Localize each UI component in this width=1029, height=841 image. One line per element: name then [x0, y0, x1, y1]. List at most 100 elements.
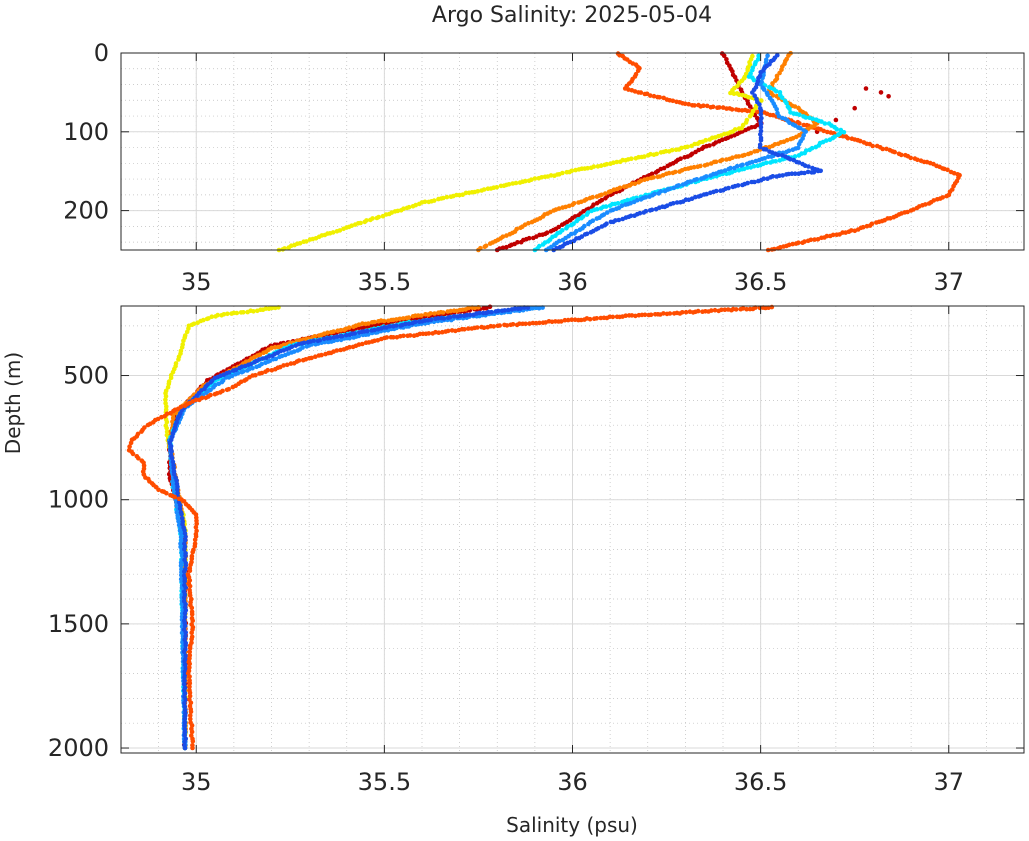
data-point — [479, 324, 484, 330]
data-point — [423, 312, 428, 317]
data-point — [595, 164, 601, 169]
data-point — [176, 357, 181, 362]
data-point — [163, 397, 168, 403]
data-point — [534, 305, 539, 311]
data-point — [498, 183, 504, 189]
data-point — [670, 170, 676, 176]
data-point — [774, 174, 779, 179]
data-point — [189, 630, 194, 636]
data-point — [526, 178, 532, 184]
data-point — [765, 92, 770, 98]
data-point — [182, 716, 188, 722]
data-point — [426, 199, 432, 205]
data-point — [787, 106, 792, 111]
data-point — [796, 160, 802, 165]
data-point — [777, 158, 783, 163]
x-axis-label: Salinity (psu) — [506, 813, 638, 837]
data-point — [807, 147, 812, 153]
upper-panel: 35 35.5 36 36.5 37 0 100 200 — [63, 39, 1025, 296]
data-point — [209, 314, 215, 320]
data-point — [736, 126, 742, 131]
data-point — [664, 311, 670, 317]
data-point — [536, 176, 542, 181]
data-point — [775, 152, 781, 158]
data-point — [368, 217, 373, 223]
data-point — [183, 642, 188, 648]
data-point — [651, 152, 657, 157]
data-point — [321, 336, 327, 342]
data-point — [276, 344, 281, 350]
data-point — [257, 371, 262, 376]
data-point — [432, 311, 437, 316]
data-point — [277, 354, 282, 360]
data-point — [369, 328, 375, 333]
data-point — [763, 147, 769, 152]
data-point — [127, 444, 132, 449]
data-point — [401, 316, 406, 321]
lower-panel: 35 35.5 36 36.5 37 500 1000 1500 2000 — [48, 304, 1025, 796]
data-point — [776, 114, 782, 119]
data-point — [569, 317, 574, 323]
data-point — [193, 524, 199, 530]
data-point — [779, 95, 785, 100]
data-point — [216, 381, 222, 387]
data-point — [632, 213, 637, 218]
data-point — [130, 451, 136, 457]
series-orange — [476, 50, 820, 253]
data-point — [787, 157, 793, 162]
data-point — [376, 319, 381, 324]
x-tick-label: 35.5 — [358, 268, 411, 296]
data-point — [482, 244, 488, 249]
data-point — [608, 219, 614, 225]
data-point — [177, 506, 183, 512]
data-point — [178, 563, 184, 568]
data-point — [182, 745, 188, 751]
data-point — [182, 659, 187, 664]
data-point — [926, 201, 932, 206]
data-point — [752, 149, 757, 154]
data-point — [315, 338, 321, 344]
data-point — [884, 146, 889, 152]
data-point — [203, 395, 209, 401]
x-tick-label: 35.5 — [358, 768, 411, 796]
data-point — [756, 53, 761, 59]
data-point — [569, 222, 574, 228]
data-point — [219, 313, 224, 318]
data-point — [845, 135, 851, 141]
data-point — [636, 180, 642, 185]
data-point — [815, 237, 821, 242]
data-point — [295, 348, 300, 353]
data-point — [870, 143, 875, 149]
data-point — [588, 230, 594, 235]
data-point — [718, 158, 723, 164]
data-point — [560, 237, 566, 243]
data-point — [461, 313, 467, 319]
x-tick-label: 36 — [557, 268, 588, 296]
data-point — [822, 121, 828, 126]
data-point — [607, 203, 613, 208]
data-point — [204, 390, 209, 396]
data-point — [213, 314, 218, 319]
data-point — [623, 202, 628, 207]
x-tick-label: 37 — [933, 768, 964, 796]
data-point — [260, 356, 266, 361]
data-point — [747, 114, 753, 119]
data-point — [398, 323, 403, 328]
data-point — [806, 164, 811, 169]
data-point — [702, 163, 708, 168]
data-point — [179, 512, 184, 517]
data-point — [531, 235, 536, 241]
data-point — [190, 549, 195, 555]
data-point — [908, 208, 914, 213]
data-point — [350, 344, 356, 350]
x-tick-label: 37 — [933, 268, 964, 296]
data-point — [237, 365, 242, 371]
data-point — [410, 320, 415, 326]
data-point — [182, 569, 187, 574]
data-point — [796, 141, 802, 147]
data-point — [646, 153, 651, 158]
data-point — [187, 568, 193, 573]
data-point — [836, 132, 841, 137]
data-point — [819, 235, 824, 241]
series-sky_blue — [543, 53, 808, 253]
